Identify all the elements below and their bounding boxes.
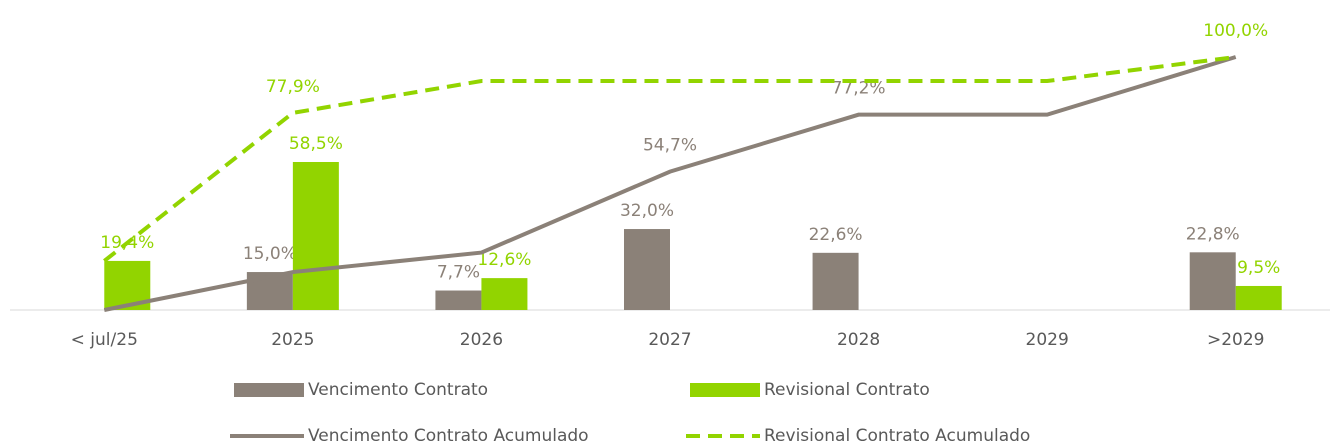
data-label: 77,2% (832, 79, 886, 99)
legend-swatch (690, 383, 760, 397)
line (103, 55, 1237, 312)
data-label: 15,0% (243, 244, 297, 264)
bar (1235, 285, 1282, 310)
bar (435, 290, 482, 310)
legend-label: Revisional Contrato Acumulado (764, 426, 1030, 446)
legend-label: Vencimento Contrato Acumulado (308, 426, 589, 446)
data-label: 7,7% (437, 263, 480, 283)
bar (624, 229, 670, 310)
legend-label: Revisional Contrato (764, 380, 930, 400)
data-label: 22,6% (809, 225, 863, 245)
x-tick-label: 2027 (648, 330, 691, 350)
data-label: 22,8% (1186, 224, 1240, 244)
data-label: 9,5% (1237, 258, 1280, 278)
bar (292, 161, 339, 310)
x-tick-label: >2029 (1207, 330, 1265, 350)
data-label: 32,0% (620, 201, 674, 221)
x-tick-label: < jul/25 (71, 330, 138, 350)
data-label: 58,5% (289, 134, 343, 154)
data-label: 54,7% (643, 136, 697, 156)
x-tick-label: 2025 (271, 330, 314, 350)
data-label: 77,9% (266, 77, 320, 97)
line (103, 55, 1236, 263)
x-tick-label: 2029 (1026, 330, 1069, 350)
bar (1189, 252, 1236, 310)
x-tick-label: 2028 (837, 330, 880, 350)
data-label: 12,6% (477, 250, 531, 270)
x-tick-label: 2026 (460, 330, 503, 350)
bar (812, 252, 859, 310)
data-label: 100,0% (1203, 21, 1268, 41)
bar (481, 278, 528, 310)
legend-label: Vencimento Contrato (308, 380, 488, 400)
legend-swatch (234, 383, 304, 397)
